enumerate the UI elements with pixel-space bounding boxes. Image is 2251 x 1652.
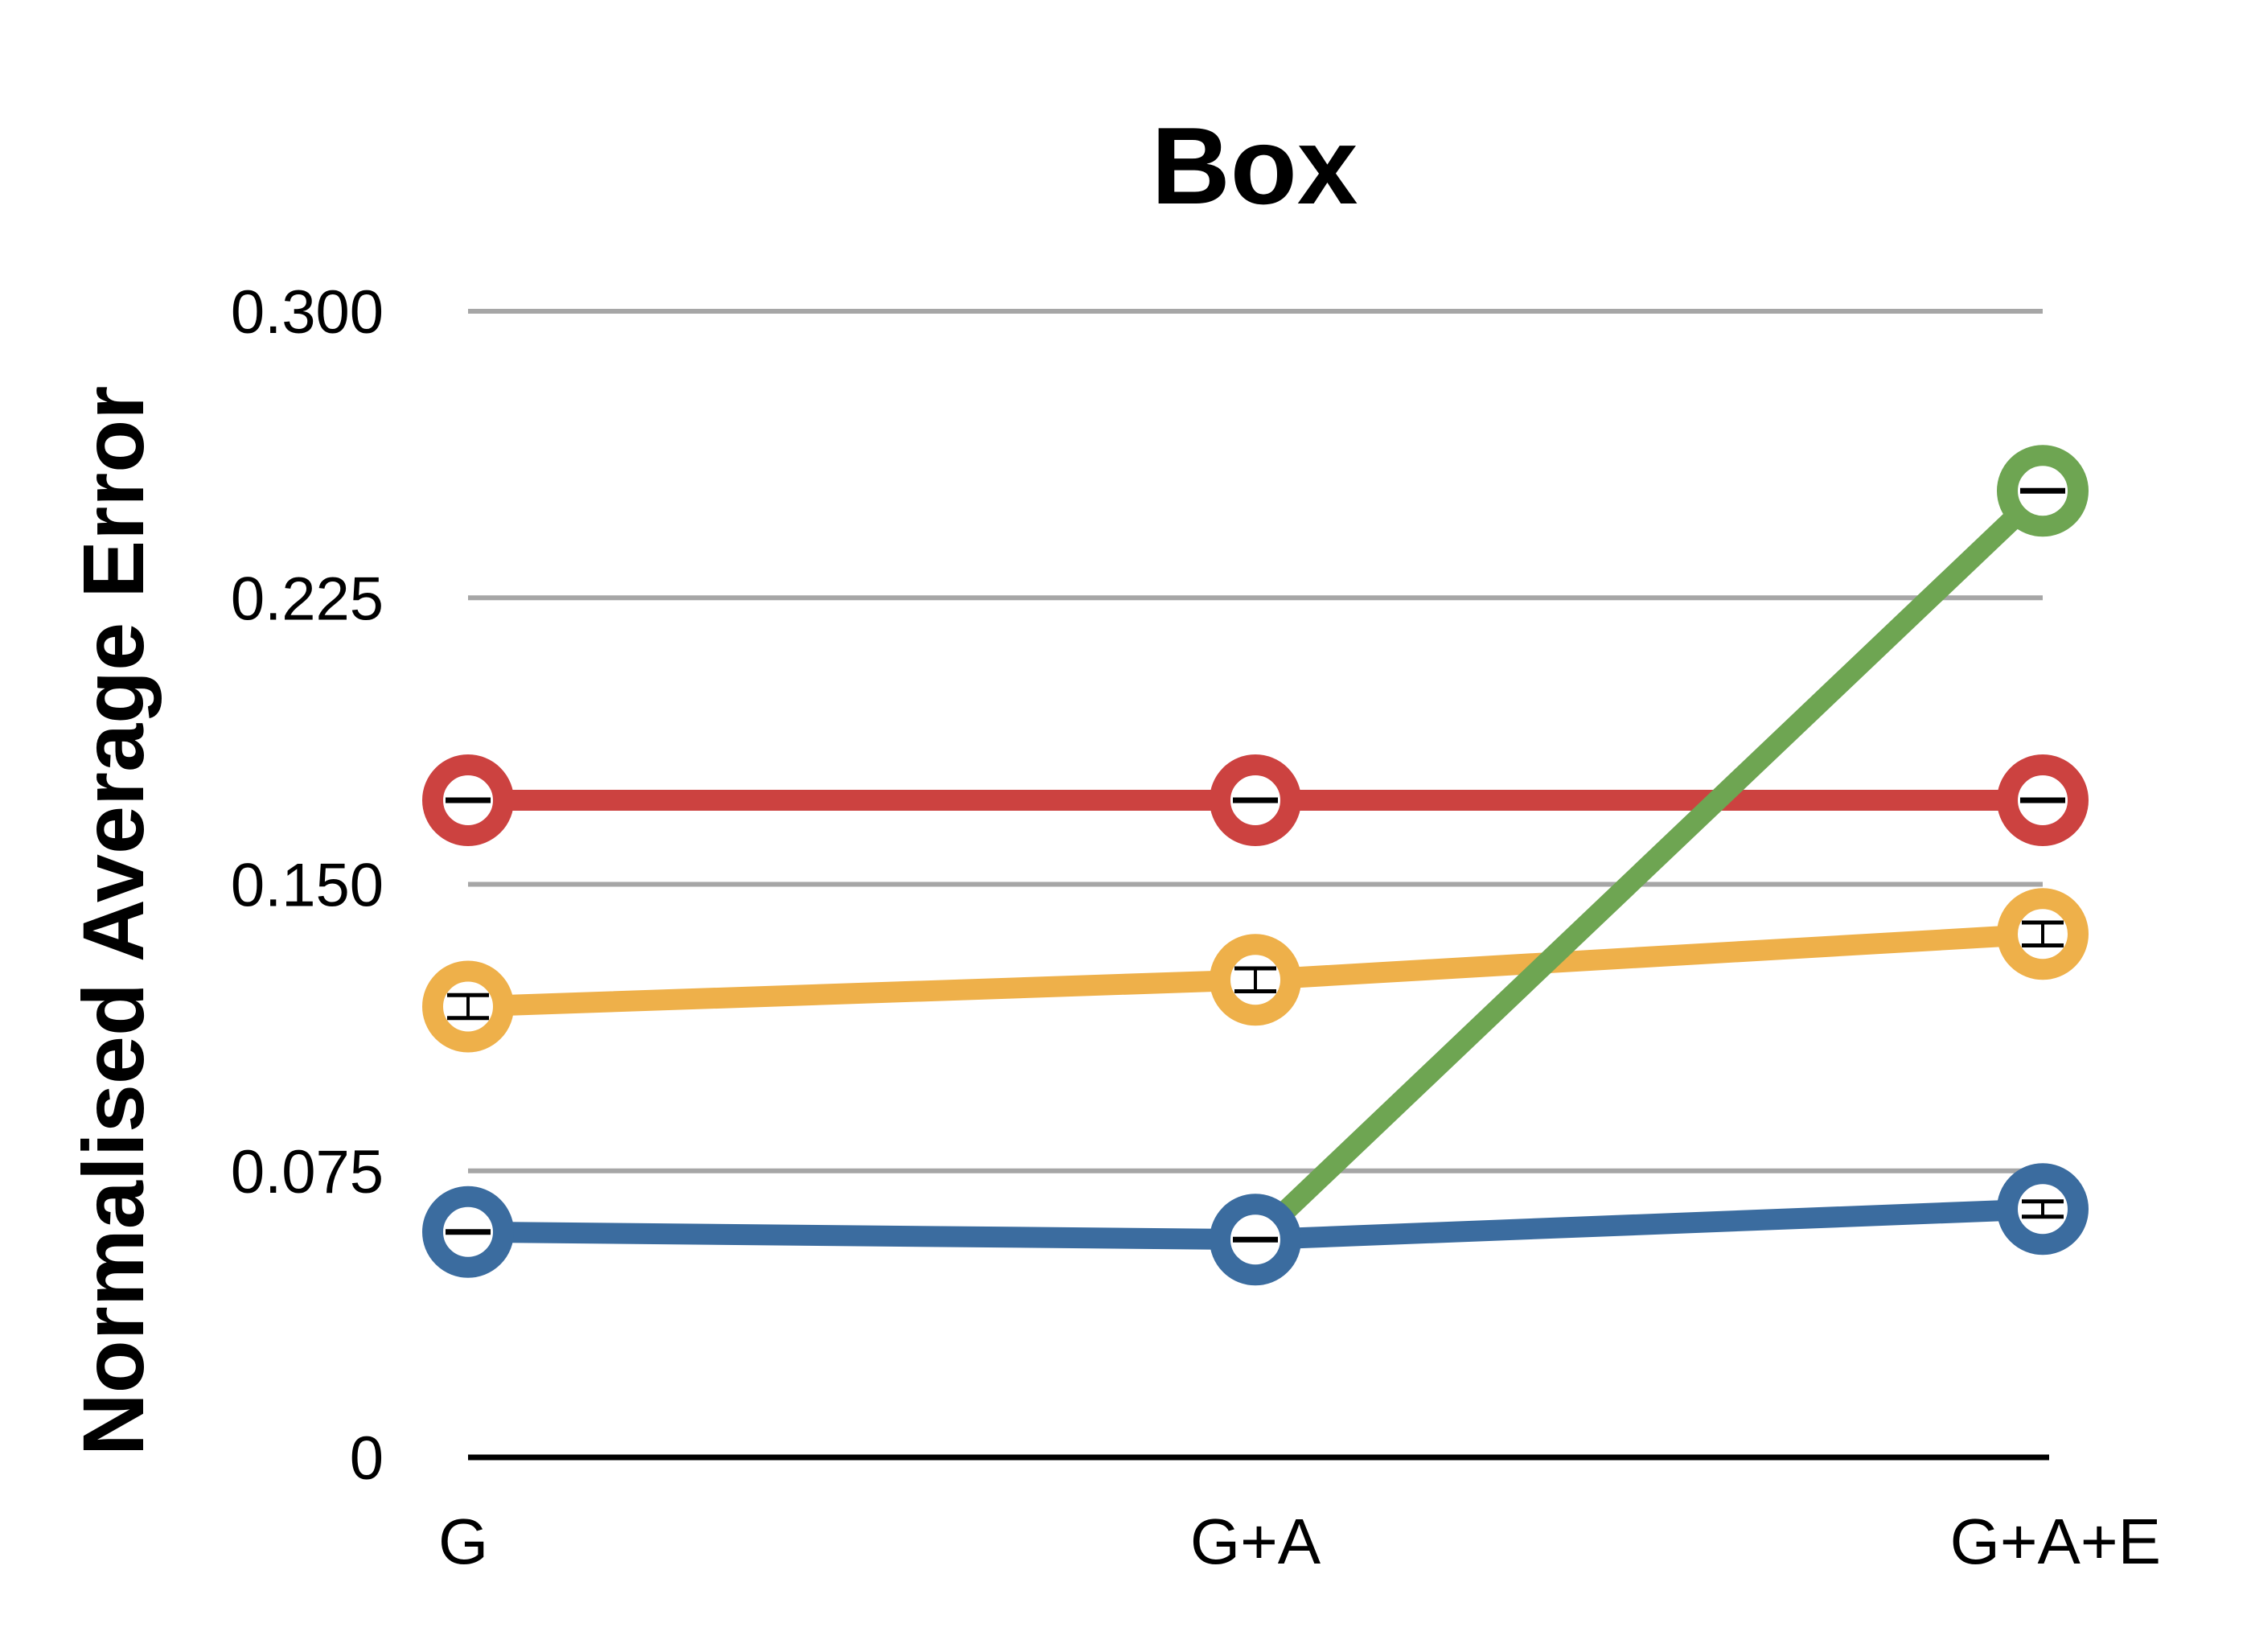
- y-tick-label: 0: [350, 1424, 384, 1493]
- y-tick-label: 0.150: [231, 852, 384, 920]
- chart-title: Box: [1152, 105, 1358, 227]
- x-tick-label: G: [438, 1506, 488, 1577]
- x-tick-label: G+A+E: [1950, 1506, 2161, 1577]
- y-tick-label: 0.300: [231, 278, 384, 347]
- series-line: [1248, 483, 2050, 1247]
- error-bar: [1234, 966, 1276, 993]
- series-group: [422, 445, 2089, 1286]
- x-tick-label: G+A: [1190, 1506, 1321, 1577]
- y-tick-label: 0.075: [231, 1138, 384, 1206]
- y-axis-label: Normalised Average Error: [64, 386, 162, 1457]
- error-bar: [447, 992, 489, 1021]
- x-tick-labels: G G+A G+A+E: [438, 1506, 2161, 1577]
- y-tick-labels: 0 0.075 0.150 0.225 0.300: [231, 278, 384, 1493]
- gridlines: [468, 309, 2049, 1461]
- error-bar: [2022, 920, 2064, 947]
- error-bar: [2022, 1199, 2064, 1219]
- y-tick-label: 0.225: [231, 565, 384, 633]
